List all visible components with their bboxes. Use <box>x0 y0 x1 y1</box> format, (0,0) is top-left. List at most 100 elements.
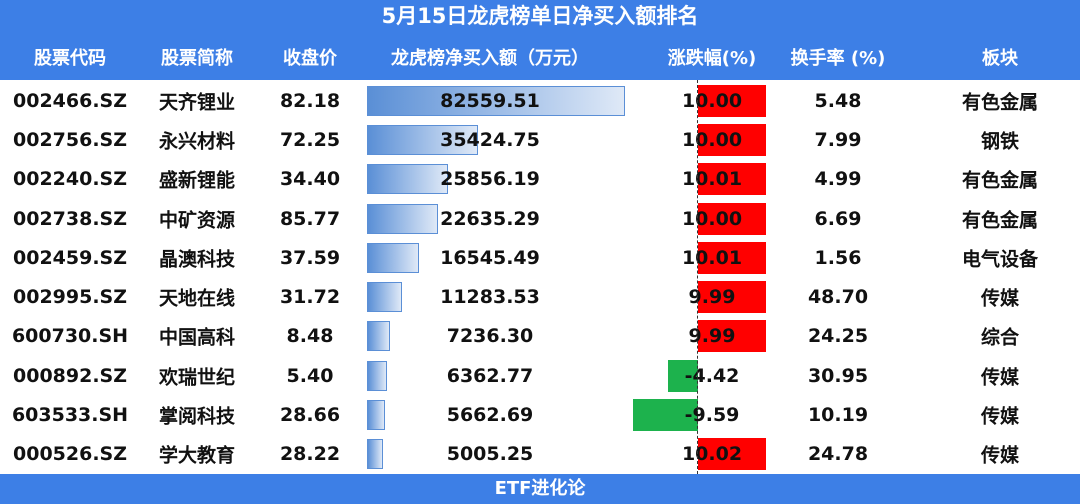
change-bar <box>698 241 767 274</box>
cell: 600730.SH <box>11 325 129 348</box>
cell: 有色金属 <box>961 91 1039 114</box>
net-buy-bar <box>367 282 403 313</box>
change-bar <box>698 438 767 471</box>
column-header: 换手率 (%) <box>790 48 886 69</box>
cell: 盛新锂能 <box>158 169 236 192</box>
column-header: 板块 <box>982 48 1018 69</box>
cell: 中矿资源 <box>158 209 236 232</box>
cell: -4.42 <box>684 364 740 387</box>
cell: 传媒 <box>980 405 1020 428</box>
change-bar <box>632 399 698 432</box>
net-buy-bar <box>367 242 419 273</box>
net-buy-bar <box>367 321 390 352</box>
cell: 002738.SZ <box>13 207 127 230</box>
cell: 002466.SZ <box>13 89 127 112</box>
cell: 掌阅科技 <box>158 405 236 428</box>
cell: 综合 <box>980 326 1020 349</box>
cell: 002756.SZ <box>13 128 127 151</box>
cell: 有色金属 <box>961 169 1039 192</box>
change-bar <box>667 359 698 392</box>
cell: 30.95 <box>807 364 869 387</box>
cell: 25856.19 <box>440 168 540 191</box>
cell: 天齐锂业 <box>158 91 236 114</box>
cell: 11283.53 <box>440 286 540 309</box>
cell: 5662.69 <box>446 404 534 427</box>
title: 5月15日龙虎榜单日净买入额排名 <box>0 0 1080 33</box>
cell: 6362.77 <box>446 364 534 387</box>
cell: 9.99 <box>688 286 736 309</box>
cell: 72.25 <box>279 128 341 151</box>
column-header: 股票代码 <box>34 48 106 69</box>
cell: 晶澳科技 <box>158 248 236 271</box>
cell: 10.00 <box>681 89 743 112</box>
net-buy-bar <box>367 124 478 155</box>
cell: 16545.49 <box>440 246 540 269</box>
cell: 603533.SH <box>11 404 129 427</box>
cell: 000892.SZ <box>13 364 127 387</box>
cell: 48.70 <box>807 286 869 309</box>
column-header: 涨跌幅(%) <box>667 48 757 69</box>
cell: 82.18 <box>279 89 341 112</box>
cell: 002240.SZ <box>13 168 127 191</box>
cell: 7.99 <box>814 128 862 151</box>
net-buy-bar <box>367 85 625 116</box>
net-buy-bar <box>367 360 387 391</box>
cell: 传媒 <box>980 287 1020 310</box>
cell: 传媒 <box>980 444 1020 467</box>
cell: 10.02 <box>681 443 743 466</box>
cell: 9.99 <box>688 325 736 348</box>
cell: 天地在线 <box>158 287 236 310</box>
cell: 002995.SZ <box>13 286 127 309</box>
net-buy-bar <box>367 439 383 470</box>
cell: 钢铁 <box>980 130 1020 153</box>
cell: -9.59 <box>684 404 740 427</box>
cell: 10.00 <box>681 207 743 230</box>
cell: 7236.30 <box>446 325 534 348</box>
header-row: 股票代码 股票简称 收盘价 龙虎榜净买入额（万元） 涨跌幅(%) 换手率 (%) 板块 <box>0 33 1080 80</box>
zero-line <box>697 80 698 474</box>
cell: 5.48 <box>814 89 862 112</box>
cell: 6.69 <box>814 207 862 230</box>
change-bar <box>698 281 766 314</box>
cell: 28.66 <box>279 404 341 427</box>
cell: 82559.51 <box>440 89 540 112</box>
column-header: 收盘价 <box>283 48 337 69</box>
column-header: 股票简称 <box>161 48 233 69</box>
change-bar <box>698 320 766 353</box>
cell: 37.59 <box>279 246 341 269</box>
cell: 中国高科 <box>158 326 236 349</box>
cell: 欢瑞世纪 <box>158 366 236 389</box>
cell: 10.00 <box>681 128 743 151</box>
cell: 1.56 <box>814 246 862 269</box>
cell: 5005.25 <box>446 443 534 466</box>
change-bar <box>698 202 766 235</box>
cell: 24.25 <box>807 325 869 348</box>
change-bar <box>698 84 766 117</box>
cell: 电气设备 <box>961 248 1039 271</box>
net-buy-bar <box>367 400 385 431</box>
cell: 002459.SZ <box>13 246 127 269</box>
cell: 31.72 <box>279 286 341 309</box>
net-buy-bar <box>367 203 438 234</box>
cell: 35424.75 <box>440 128 540 151</box>
cell: 有色金属 <box>961 209 1039 232</box>
cell: 10.01 <box>681 168 743 191</box>
cell: 22635.29 <box>440 207 540 230</box>
change-bar <box>698 123 766 156</box>
cell: 85.77 <box>279 207 341 230</box>
net-buy-bar <box>367 164 448 195</box>
cell: 000526.SZ <box>13 443 127 466</box>
cell: 10.19 <box>807 404 869 427</box>
cell: 8.48 <box>286 325 334 348</box>
cell: 4.99 <box>814 168 862 191</box>
cell: 传媒 <box>980 366 1020 389</box>
cell: 10.01 <box>681 246 743 269</box>
footer: ETF进化论 <box>0 474 1080 504</box>
cell: 24.78 <box>807 443 869 466</box>
cell: 永兴材料 <box>158 130 236 153</box>
cell: 34.40 <box>279 168 341 191</box>
cell: 28.22 <box>279 443 341 466</box>
cell: 5.40 <box>286 364 334 387</box>
cell: 学大教育 <box>158 444 236 467</box>
